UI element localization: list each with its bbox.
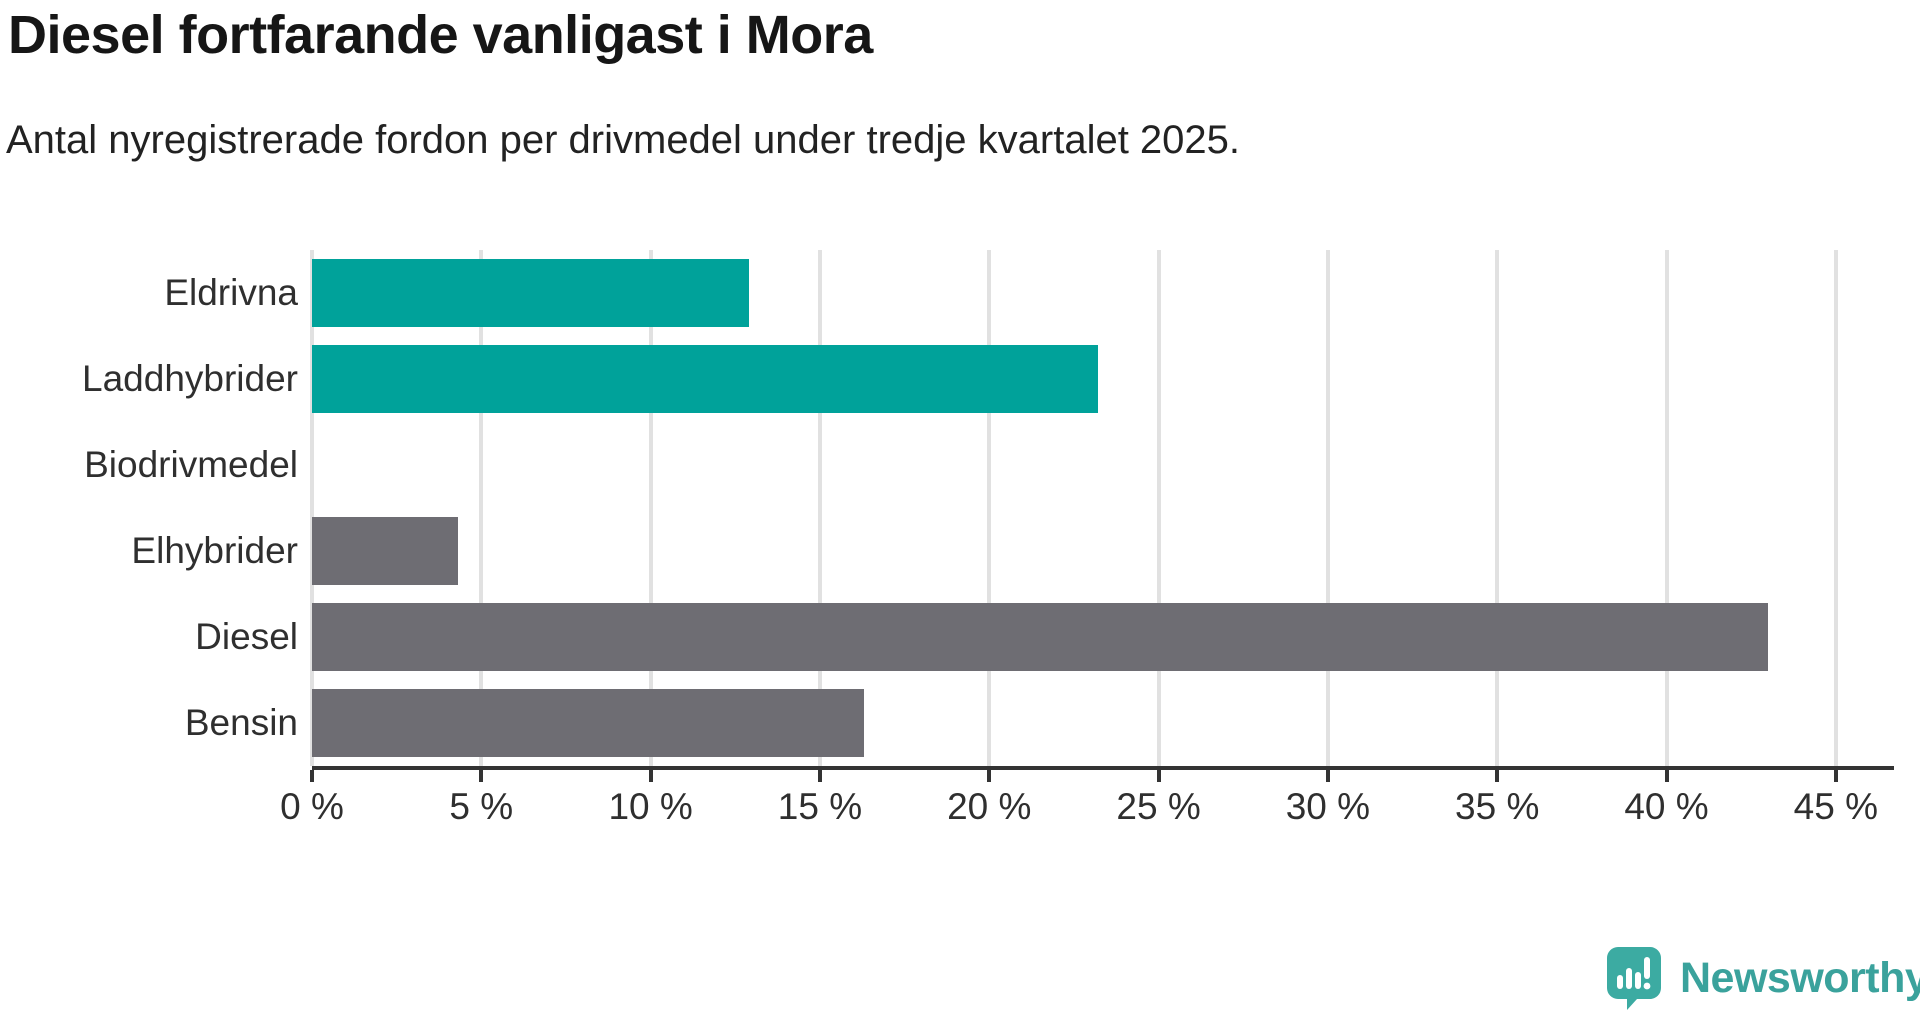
bar (312, 689, 864, 757)
bar-row (312, 680, 1890, 766)
gridline (1156, 250, 1161, 766)
bar (312, 517, 458, 585)
gridline (648, 250, 653, 766)
x-tick-label: 15 % (777, 786, 863, 827)
bar-row (312, 508, 1890, 594)
gridline (479, 250, 484, 766)
x-tick (1833, 770, 1838, 782)
x-tick (817, 770, 822, 782)
category-axis: Eldrivna Laddhybrider Biodrivmedel Elhybrid… (0, 250, 298, 766)
x-tick (1325, 770, 1330, 782)
x-axis-line (312, 766, 1894, 770)
x-tick (1156, 770, 1161, 782)
category-label: Eldrivna (164, 272, 298, 313)
gridline (1833, 250, 1838, 766)
plot-area (310, 250, 1890, 766)
x-tick (479, 770, 484, 782)
chart-title: Diesel fortfarande vanligast i Mora (8, 5, 873, 65)
bar-row (312, 422, 1890, 508)
x-tick-label: 10 % (608, 786, 693, 827)
chart-subtitle: Antal nyregistrerade fordon per drivmede… (6, 118, 1241, 162)
x-tick-label: 35 % (1455, 786, 1540, 827)
x-tick-label: 30 % (1285, 786, 1371, 827)
category-label: Biodrivmedel (84, 444, 298, 485)
x-tick-label: 0 % (280, 786, 344, 827)
x-tick-label: 25 % (1116, 786, 1201, 827)
x-tick (1664, 770, 1669, 782)
category-label: Laddhybrider (82, 358, 298, 399)
bar-row (312, 594, 1890, 680)
gridline (310, 250, 314, 766)
x-tick-label: 20 % (947, 786, 1032, 827)
x-tick (648, 770, 653, 782)
bar-row (312, 250, 1890, 336)
bar (312, 345, 1098, 413)
category-label: Diesel (195, 616, 298, 657)
x-tick-label: 40 % (1624, 786, 1709, 827)
gridline (987, 250, 992, 766)
gridline (1664, 250, 1669, 766)
x-tick (1495, 770, 1500, 782)
x-tick (310, 770, 314, 782)
gridline (1495, 250, 1500, 766)
gridline (1325, 250, 1330, 766)
newsworthy-bubble-barchart-icon (1607, 947, 1661, 1010)
newsworthy-brand-text: Newsworthy (1680, 953, 1920, 1002)
category-label: Elhybrider (131, 530, 298, 571)
bar (312, 259, 749, 327)
x-tick-label: 5 % (449, 786, 514, 827)
newsworthy-logo: Newsworthy (1606, 946, 1920, 1010)
x-tick (987, 770, 992, 782)
bar-row (312, 336, 1890, 422)
bar (312, 603, 1769, 671)
gridline (817, 250, 822, 766)
category-label: Bensin (184, 702, 298, 743)
x-tick-label: 45 % (1793, 786, 1878, 827)
